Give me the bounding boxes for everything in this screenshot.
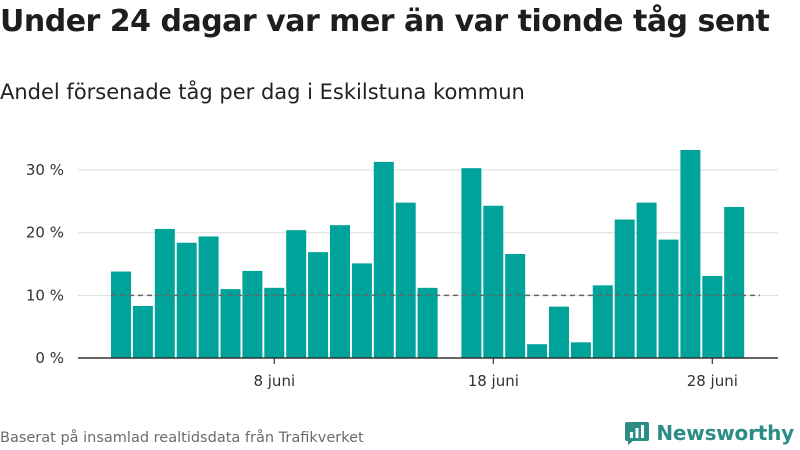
bar [395,202,416,358]
bar [570,342,591,358]
x-tick-label: 28 juni [687,372,738,390]
bar [242,270,263,358]
bar [417,287,438,358]
bar [461,168,482,358]
newsworthy-logo-icon [625,422,650,445]
bar [658,239,679,358]
bar [680,150,701,358]
bar [636,202,657,358]
brand-logo: Newsworthy [624,420,794,446]
y-tick-label: 10 % [26,286,64,304]
bar [373,161,394,358]
bar [330,225,350,358]
bar [592,285,613,358]
bar [154,228,175,358]
chart-title: Under 24 dagar var mer än var tionde tåg… [0,4,770,39]
bar [549,306,569,358]
chart-subtitle: Andel försenade tåg per dag i Eskilstuna… [0,80,525,104]
bar [505,254,526,358]
x-tick-label: 18 juni [468,372,519,390]
bar-chart: 0 % 10 % 20 % 30 % 8 juni 18 juni 28 juni [26,150,778,390]
bar [483,205,504,358]
bar [351,263,372,358]
bar [286,230,307,358]
bar [702,275,723,358]
y-tick-label: 30 % [26,161,64,179]
bar [308,252,329,358]
bar [724,207,745,358]
bar [132,306,153,358]
brand-name: Newsworthy [656,421,794,445]
x-tick-label: 8 juni [253,372,295,390]
y-tick-label: 20 % [26,224,64,242]
y-tick-label: 0 % [35,349,64,367]
bar [111,271,131,358]
bar [527,344,548,358]
bar [220,289,241,358]
bar [264,287,285,358]
bar [614,219,635,358]
bar [198,236,219,358]
source-note: Baserat på insamlad realtidsdata från Tr… [0,430,364,446]
bar [176,242,197,358]
